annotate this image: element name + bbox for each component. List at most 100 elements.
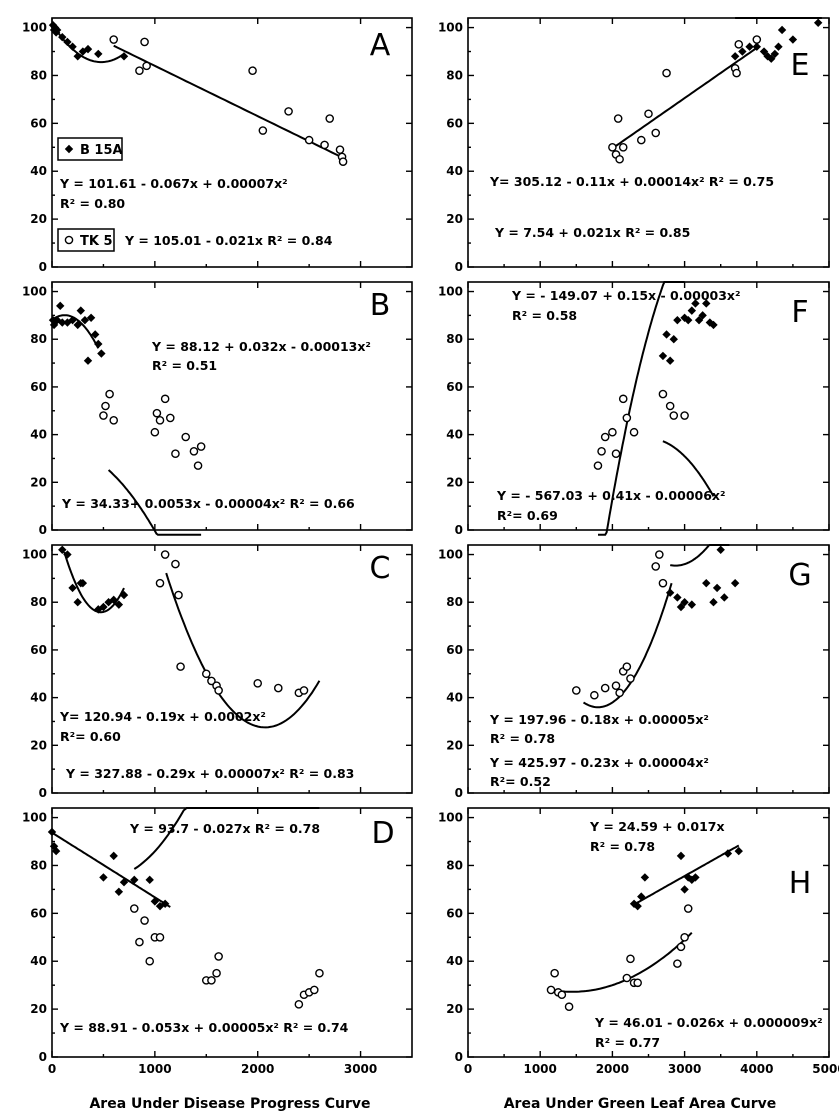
series-b-15a	[48, 20, 129, 64]
y-tick-label: 80	[446, 332, 463, 346]
data-point-open-circle	[655, 550, 664, 559]
equation-annotation: Y= 120.94 - 0.19x + 0.0002x²	[59, 709, 266, 724]
data-point-open-circle	[193, 461, 203, 470]
y-tick-label: 0	[39, 260, 47, 274]
data-point-open-circle	[315, 968, 324, 978]
data-point-open-circle	[622, 662, 632, 671]
fit-line	[51, 314, 100, 349]
equation-annotation: Y = 24.59 + 0.017x	[589, 819, 725, 834]
data-point-open-circle	[155, 416, 165, 425]
data-point-diamond	[676, 851, 686, 861]
data-point-open-circle	[613, 114, 623, 123]
y-tick-label: 100	[22, 548, 47, 562]
data-point-diamond	[80, 315, 90, 325]
data-point-open-circle	[557, 990, 567, 1000]
data-point-diamond	[658, 351, 668, 361]
data-point-diamond	[759, 47, 769, 56]
y-tick-label: 60	[30, 380, 47, 394]
data-point-diamond	[68, 315, 77, 325]
y-tick-label: 60	[446, 380, 463, 394]
y-tick-label: 100	[438, 21, 463, 35]
data-point-diamond	[680, 885, 689, 894]
series-b-15a	[48, 301, 106, 365]
data-point-open-circle	[212, 968, 221, 978]
y-tick-label: 100	[22, 811, 47, 825]
data-point-diamond	[662, 330, 671, 339]
equation-annotation: Y = 101.61 - 0.067x + 0.00007x²	[59, 176, 288, 191]
y-tick-label: 40	[30, 428, 47, 442]
series-b-15a	[658, 299, 718, 497]
data-point-diamond	[68, 42, 77, 51]
panel-letter: C	[370, 551, 391, 586]
equation-annotation: R² = 0.80	[60, 196, 125, 211]
y-tick-label: 0	[39, 1050, 47, 1064]
x-tick-label: 5000	[812, 1062, 839, 1076]
data-point-open-circle	[145, 956, 155, 966]
x-tick-label: 4000	[740, 1062, 773, 1076]
panel-b: 0 20 40 60 80 100 B Y = 88.12 + 0.032x - 0.0001…	[22, 281, 413, 537]
panel-a: 0 20 40 60 80 100 A Y = 101.61 - 0.067x + 0.000…	[22, 17, 413, 274]
data-point-open-circle	[152, 408, 162, 418]
data-point-diamond	[640, 873, 650, 882]
data-point-diamond	[723, 849, 733, 858]
data-point-diamond	[745, 42, 754, 51]
series-tk-5	[546, 904, 693, 1012]
data-point-open-circle	[325, 114, 335, 123]
data-point-diamond	[58, 545, 67, 554]
fit-line	[51, 23, 125, 64]
y-tick-label: 60	[30, 643, 47, 657]
data-point-open-circle	[174, 590, 183, 600]
data-point-diamond	[56, 301, 65, 311]
data-point-diamond	[145, 875, 154, 885]
panel-letter: D	[371, 816, 394, 851]
data-point-diamond	[673, 593, 682, 602]
data-point-open-circle	[171, 559, 180, 569]
data-point-open-circle	[597, 447, 606, 456]
data-point-diamond	[734, 846, 743, 856]
data-point-diamond	[58, 32, 67, 42]
y-tick-label: 100	[22, 21, 47, 35]
data-point-open-circle	[214, 952, 223, 961]
series-tk-5	[99, 389, 206, 536]
y-tick-label: 20	[446, 1002, 463, 1016]
data-point-open-circle	[600, 683, 610, 693]
data-point-diamond	[99, 873, 108, 882]
data-point-diamond	[680, 598, 689, 607]
series-b-15a	[730, 17, 823, 63]
data-point-diamond	[104, 598, 113, 607]
data-point-open-circle	[669, 411, 679, 420]
data-point-diamond	[50, 23, 60, 32]
data-point-open-circle	[611, 449, 621, 458]
y-tick-label: 40	[30, 954, 47, 968]
equation-annotation: Y = 197.96 - 0.18x + 0.00005x²	[489, 712, 709, 727]
data-point-diamond	[114, 887, 124, 896]
data-point-diamond	[770, 49, 780, 59]
data-point-diamond	[51, 846, 61, 856]
series-tk-5	[155, 550, 321, 729]
data-point-diamond	[114, 600, 124, 609]
data-point-diamond	[633, 901, 642, 911]
y-tick-label: 20	[30, 738, 47, 752]
data-point-open-circle	[608, 427, 617, 437]
data-point-open-circle	[651, 562, 661, 571]
data-point-diamond	[73, 52, 82, 61]
fit-line	[63, 551, 125, 614]
x-tick-label: 3000	[668, 1062, 701, 1076]
data-point-open-circle	[196, 442, 206, 451]
data-point-open-circle	[683, 904, 693, 913]
x-tick-label: 3000	[344, 1062, 377, 1076]
equation-annotation: Y = 93.7 - 0.027x R² = 0.78	[129, 821, 320, 836]
y-tick-label: 80	[30, 68, 47, 82]
series-tk-5	[109, 35, 348, 166]
data-point-diamond	[83, 356, 93, 365]
data-point-open-circle	[593, 461, 603, 470]
panel-letter: A	[370, 28, 391, 63]
data-point-diamond	[94, 339, 103, 349]
data-point-diamond	[730, 578, 740, 588]
equation-annotation: R² = 0.78	[590, 839, 655, 854]
x-tick-label: 1000	[138, 1062, 171, 1076]
data-point-open-circle	[171, 449, 180, 458]
data-point-open-circle	[207, 676, 216, 686]
left-x-axis-label: Area Under Disease Progress Curve	[89, 1096, 370, 1112]
data-point-open-circle	[299, 686, 309, 695]
